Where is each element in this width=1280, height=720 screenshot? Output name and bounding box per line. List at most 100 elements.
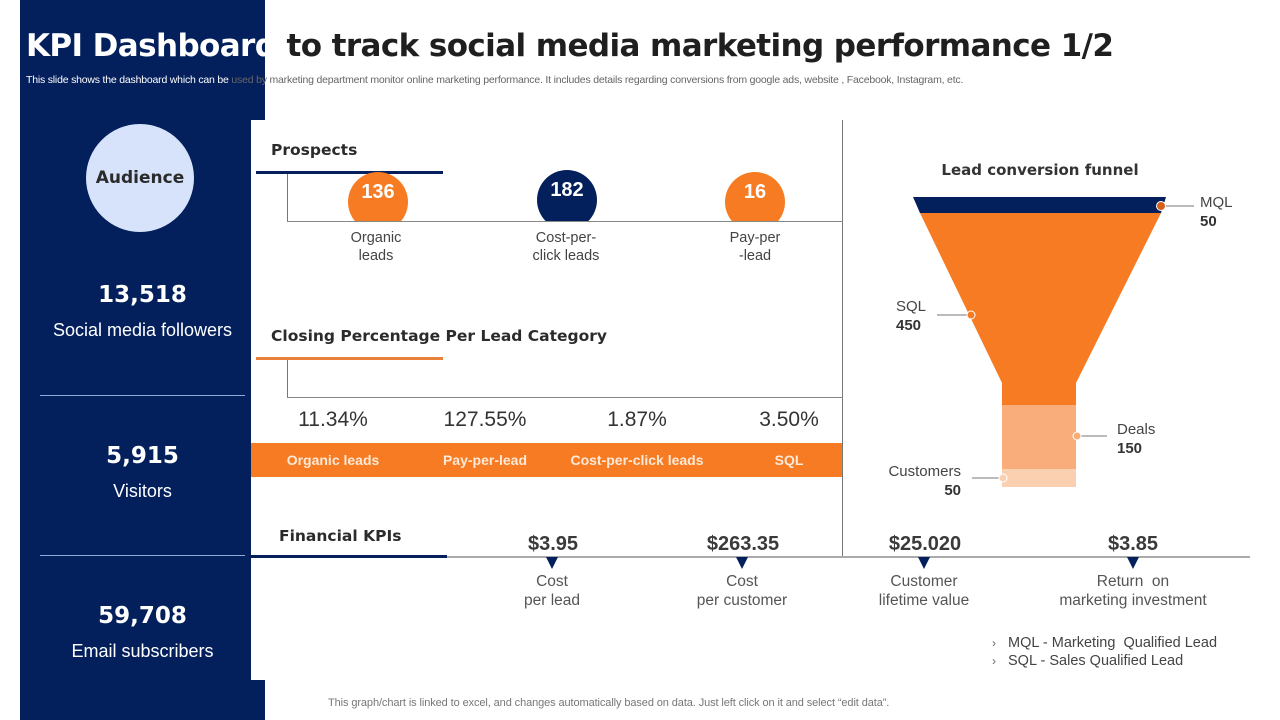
funnel-stage-name: MQL xyxy=(1200,194,1233,211)
funnel-label-sql: SQL 450 xyxy=(896,297,926,335)
audience-badge: Audience xyxy=(86,124,194,232)
label-line: marketing investment xyxy=(1059,592,1207,609)
page-subtitle-part1: This slide shows the dashboard which can… xyxy=(26,74,229,86)
funnel-chart xyxy=(913,197,1194,487)
funnel-stage-name: Customers xyxy=(888,463,961,480)
prospect-label-ppl: Pay-per -lead xyxy=(685,229,825,265)
stat-label: Social media followers xyxy=(52,320,233,340)
prospect-label-organic: Organic leads xyxy=(306,229,446,265)
funnel-stage-name: Deals xyxy=(1117,421,1156,438)
funnel-label-deals: Deals 150 xyxy=(1117,420,1155,458)
stat-label: Visitors xyxy=(113,481,172,501)
fin-value-cost-per-lead: $3.95 xyxy=(527,533,579,555)
stat-social-followers: 13,518 Social media followers xyxy=(20,282,265,341)
label-line: per customer xyxy=(696,592,788,609)
label-line: Pay-per xyxy=(729,230,781,246)
label-line: Cost xyxy=(726,573,758,590)
label-line: Cost-per- xyxy=(535,230,597,246)
leader-dot-deals xyxy=(1072,431,1082,441)
panel-divider xyxy=(842,120,843,557)
abbreviation-legend: › MQL - Marketing Qualified Lead › SQL -… xyxy=(992,634,1217,670)
fin-label-roi: Return on marketing investment xyxy=(1033,572,1233,610)
label-line: leads xyxy=(358,248,394,264)
closing-percent-cpc: 1.87% xyxy=(607,408,667,431)
funnel-stage-name: SQL xyxy=(896,298,927,315)
leader-dot-sql xyxy=(966,310,976,320)
label-line: click leads xyxy=(532,248,600,264)
funnel-segment-customers xyxy=(1002,469,1076,487)
funnel-stage-value: 50 xyxy=(1200,213,1217,230)
funnel-title: Lead conversion funnel xyxy=(941,161,1139,179)
prospect-bubble-cpc: 182 xyxy=(532,160,602,221)
funnel-label-customers: Customers 50 xyxy=(885,462,961,500)
closing-title: Closing Percentage Per Lead Category xyxy=(271,327,608,345)
prospects-bracket xyxy=(287,174,288,221)
label-line: lifetime value xyxy=(878,592,970,609)
prospects-baseline xyxy=(287,221,843,222)
sidebar-divider xyxy=(40,555,245,556)
funnel-label-mql: MQL 50 xyxy=(1200,193,1233,231)
chevron-right-icon: › xyxy=(992,654,996,668)
closing-underline xyxy=(256,357,443,360)
marker-triangle-icon xyxy=(546,557,558,569)
financial-axis xyxy=(447,556,1250,558)
stat-value: 5,915 xyxy=(106,443,179,469)
funnel-segment-deals xyxy=(1002,405,1076,469)
category-organic: Organic leads xyxy=(286,452,380,468)
legend-text: MQL - Marketing Qualified Lead xyxy=(1008,635,1218,651)
label-line: Cost xyxy=(536,573,568,590)
page-subtitle: This slide shows the dashboard which can… xyxy=(26,74,963,86)
closing-percent-organic: 11.34% xyxy=(298,408,368,431)
audience-sidebar xyxy=(20,0,265,720)
prospects-underline xyxy=(256,171,443,174)
sidebar-divider xyxy=(40,395,245,396)
fin-value-clv: $25.020 xyxy=(888,533,962,555)
page-title-part2: to track social media marketing performa… xyxy=(286,28,1114,64)
prospect-bubble-organic: 136 xyxy=(343,160,413,221)
legend-item: › SQL - Sales Qualified Lead xyxy=(992,652,1217,670)
category-bar xyxy=(251,443,842,477)
label-line: Return on xyxy=(1096,573,1170,590)
fin-value-cost-per-customer: $263.35 xyxy=(706,533,780,555)
closing-bracket xyxy=(287,360,288,397)
label-line: per lead xyxy=(523,592,580,609)
marker-triangle-icon xyxy=(1127,557,1139,569)
legend-item: › MQL - Marketing Qualified Lead xyxy=(992,634,1217,652)
category-cpc: Cost-per-click leads xyxy=(570,452,704,468)
stat-visitors: 5,915 Visitors xyxy=(20,443,265,502)
closing-percent-sql: 3.50% xyxy=(759,408,819,431)
category-ppl: Pay-per-lead xyxy=(442,452,528,468)
page-title: KPI Dashboard to track social media mark… xyxy=(26,28,1114,64)
funnel-stage-value: 450 xyxy=(896,317,922,334)
chevron-right-icon: › xyxy=(992,636,996,650)
fin-label-cost-per-customer: Cost per customer xyxy=(642,572,842,610)
prospects-title: Prospects xyxy=(271,141,358,159)
stat-label: Email subscribers xyxy=(71,641,214,661)
funnel-stage-value: 150 xyxy=(1117,440,1143,457)
category-sql: SQL xyxy=(774,452,804,468)
financial-underline xyxy=(251,555,447,558)
fin-label-clv: Customer lifetime value xyxy=(824,572,1024,610)
leader-dot-customers xyxy=(998,473,1008,483)
label-line: -lead xyxy=(738,248,772,264)
leader-dot-mql xyxy=(1156,201,1166,211)
financial-title: Financial KPIs xyxy=(279,527,402,545)
funnel-stage-value: 50 xyxy=(944,482,961,499)
funnel-segment-mql xyxy=(913,197,1166,213)
footer-note: This graph/chart is linked to excel, and… xyxy=(328,697,890,709)
closing-baseline xyxy=(287,397,843,398)
fin-value-roi: $3.85 xyxy=(1107,533,1159,555)
page-title-part1: KPI Dashboard xyxy=(26,28,277,64)
prospect-value: 136 xyxy=(348,172,408,221)
label-line: Organic xyxy=(350,230,402,246)
prospect-value: 182 xyxy=(537,170,597,221)
prospect-label-cpc: Cost-per- click leads xyxy=(496,229,636,265)
legend-text: SQL - Sales Qualified Lead xyxy=(1008,653,1184,669)
funnel-segment-sql xyxy=(920,213,1161,405)
stat-value: 13,518 xyxy=(98,282,187,308)
prospect-bubble-ppl: 16 xyxy=(720,160,790,221)
marker-triangle-icon xyxy=(736,557,748,569)
label-line: Customer xyxy=(890,573,958,590)
stat-email-subscribers: 59,708 Email subscribers xyxy=(20,603,265,662)
prospect-value: 16 xyxy=(725,172,785,221)
